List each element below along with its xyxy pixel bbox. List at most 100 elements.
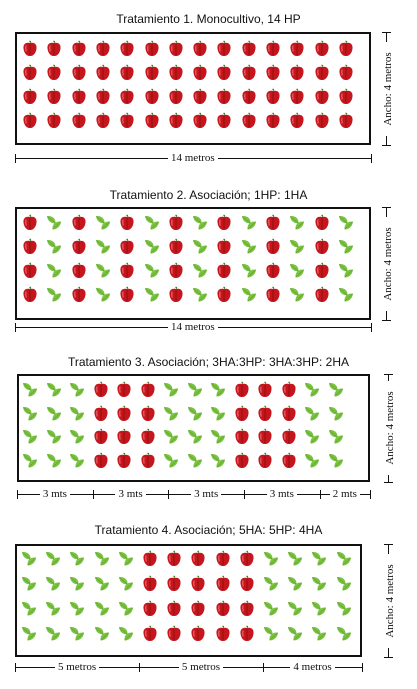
basil-leaf-icon xyxy=(163,428,179,445)
dimension-label: 3 mts xyxy=(191,488,222,500)
treatment-title: Tratamiento 4. Asociación; 5HA: 5HP: 4HA xyxy=(94,523,323,537)
basil-leaf-icon xyxy=(69,600,85,617)
pepper-icon xyxy=(192,88,208,105)
pepper-icon xyxy=(22,262,38,279)
pepper-icon xyxy=(119,214,135,231)
width-dimension-tick xyxy=(382,207,391,208)
dimension-label: 14 metros xyxy=(168,321,218,333)
dimension-tick xyxy=(371,154,372,163)
basil-leaf-icon xyxy=(304,428,320,445)
basil-leaf-icon xyxy=(287,550,303,567)
basil-leaf-icon xyxy=(304,381,320,398)
basil-leaf-icon xyxy=(21,625,37,642)
pepper-icon xyxy=(144,88,160,105)
pepper-icon xyxy=(241,64,257,81)
pepper-icon xyxy=(257,452,273,469)
pepper-icon xyxy=(234,428,250,445)
pepper-icon xyxy=(119,88,135,105)
width-label: Ancho: 4 metros xyxy=(384,553,396,648)
pepper-icon xyxy=(119,238,135,255)
pepper-icon xyxy=(166,550,182,567)
pepper-icon xyxy=(241,40,257,57)
pepper-icon xyxy=(257,428,273,445)
basil-leaf-icon xyxy=(187,405,203,422)
pepper-icon xyxy=(281,428,297,445)
width-dimension-tick xyxy=(382,320,391,321)
pepper-icon xyxy=(265,286,281,303)
pepper-icon xyxy=(190,550,206,567)
pepper-icon xyxy=(119,112,135,129)
basil-leaf-icon xyxy=(94,550,110,567)
treatment-title: Tratamiento 3. Asociación; 3HA:3HP: 3HA:… xyxy=(67,355,349,369)
pepper-icon xyxy=(234,452,250,469)
pepper-icon xyxy=(168,286,184,303)
pepper-icon xyxy=(168,262,184,279)
pepper-icon xyxy=(216,112,232,129)
pepper-icon xyxy=(71,88,87,105)
pepper-icon xyxy=(71,286,87,303)
basil-leaf-icon xyxy=(336,575,352,592)
pepper-icon xyxy=(314,214,330,231)
basil-leaf-icon xyxy=(144,214,160,231)
pepper-icon xyxy=(234,381,250,398)
basil-leaf-icon xyxy=(144,262,160,279)
pepper-icon xyxy=(239,625,255,642)
pepper-icon xyxy=(95,40,111,57)
pepper-icon xyxy=(215,625,231,642)
dimension-label: 4 metros xyxy=(290,661,335,673)
pepper-icon xyxy=(216,88,232,105)
width-label: Ancho: 4 metros xyxy=(382,216,394,311)
pepper-icon xyxy=(192,64,208,81)
pepper-icon xyxy=(314,88,330,105)
width-dimension-tick xyxy=(384,657,393,658)
basil-leaf-icon xyxy=(144,238,160,255)
basil-leaf-icon xyxy=(187,452,203,469)
basil-leaf-icon xyxy=(95,214,111,231)
pepper-icon xyxy=(119,262,135,279)
basil-leaf-icon xyxy=(328,381,344,398)
pepper-icon xyxy=(116,428,132,445)
pepper-icon xyxy=(140,428,156,445)
dimension-label: 5 metros xyxy=(54,661,100,673)
basil-leaf-icon xyxy=(187,428,203,445)
pepper-icon xyxy=(216,64,232,81)
basil-leaf-icon xyxy=(94,575,110,592)
width-dimension-tick xyxy=(384,544,393,545)
pepper-icon xyxy=(265,40,281,57)
pepper-icon xyxy=(71,112,87,129)
pepper-icon xyxy=(216,214,232,231)
pepper-icon xyxy=(46,112,62,129)
pepper-icon xyxy=(119,40,135,57)
basil-leaf-icon xyxy=(118,550,134,567)
basil-leaf-icon xyxy=(21,550,37,567)
dimension-tick xyxy=(92,490,94,499)
pepper-icon xyxy=(338,112,354,129)
basil-leaf-icon xyxy=(289,214,305,231)
pepper-icon xyxy=(215,575,231,592)
basil-leaf-icon xyxy=(22,452,38,469)
pepper-icon xyxy=(239,600,255,617)
basil-leaf-icon xyxy=(46,452,62,469)
pepper-icon xyxy=(215,550,231,567)
pepper-icon xyxy=(46,40,62,57)
pepper-icon xyxy=(142,625,158,642)
dimension-tick xyxy=(17,490,18,499)
width-dimension-tick xyxy=(382,32,391,33)
pepper-icon xyxy=(215,600,231,617)
basil-leaf-icon xyxy=(263,600,279,617)
pepper-icon xyxy=(93,381,109,398)
basil-leaf-icon xyxy=(144,286,160,303)
dimension-tick xyxy=(15,154,16,163)
basil-leaf-icon xyxy=(263,550,279,567)
treatment-title: Tratamiento 2. Asociación; 1HP: 1HA xyxy=(109,188,308,202)
dimension-tick xyxy=(370,490,371,499)
dimension-tick xyxy=(15,663,16,672)
basil-leaf-icon xyxy=(118,625,134,642)
basil-leaf-icon xyxy=(45,625,61,642)
pepper-icon xyxy=(142,575,158,592)
dimension-label: 3 mts xyxy=(115,488,146,500)
basil-leaf-icon xyxy=(263,575,279,592)
pepper-icon xyxy=(314,112,330,129)
pepper-icon xyxy=(168,88,184,105)
basil-leaf-icon xyxy=(46,286,62,303)
